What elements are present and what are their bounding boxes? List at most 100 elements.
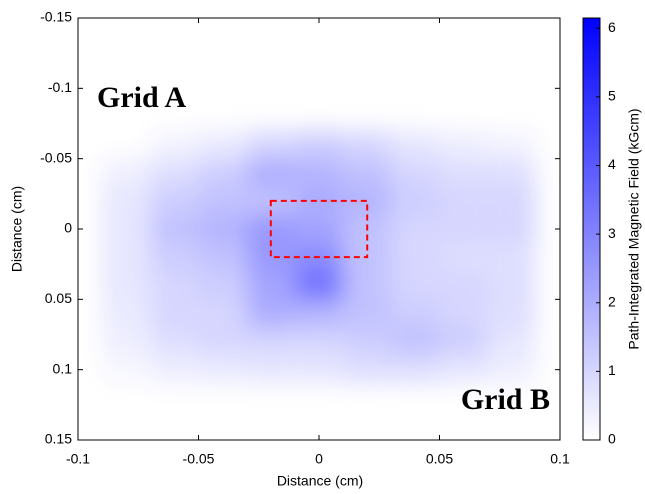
heat-cell (343, 130, 392, 159)
heat-cell (102, 355, 151, 384)
heat-cell (487, 158, 536, 187)
y-tick-label: -0.05 (40, 149, 72, 165)
heat-cell (102, 214, 151, 244)
heat-cell (198, 271, 247, 300)
y-tick-label: -0.15 (40, 9, 72, 25)
heat-cell (487, 271, 536, 300)
x-tick-label: 0 (315, 451, 323, 467)
annotation: Grid B (461, 383, 550, 416)
heat-cell (102, 299, 151, 328)
colorbar-label: Path-Integrated Magnetic Field (kGcm) (626, 108, 642, 349)
heat-cell (439, 327, 488, 356)
heat-cell (198, 299, 247, 328)
heat-cell (439, 186, 488, 215)
heat-cell (391, 243, 440, 272)
heat-cell (439, 158, 488, 187)
x-tick-label: 0.05 (426, 451, 453, 467)
heat-cell (294, 158, 344, 187)
colorbar (582, 17, 601, 441)
heat-cell (294, 355, 344, 384)
heat-cell (487, 130, 536, 159)
heat-cell (102, 243, 151, 272)
heat-cell (294, 214, 344, 244)
heat-cell (246, 327, 295, 356)
heat-cell (198, 327, 247, 356)
x-tick-label: -0.05 (183, 451, 215, 467)
heat-cell (391, 130, 440, 159)
heat-cell (150, 271, 199, 300)
heat-cell (198, 130, 247, 159)
heat-cell (150, 158, 199, 187)
heat-cell (150, 130, 199, 159)
heat-cell (102, 158, 151, 187)
heat-cell (198, 186, 247, 215)
heat-cell (102, 327, 151, 356)
heat-cell (487, 299, 536, 328)
heat-cell (198, 243, 247, 272)
heat-cell (487, 243, 536, 272)
colorbar-tick-label: 6 (608, 19, 616, 35)
y-axis-label: Distance (cm) (9, 186, 25, 272)
heat-cell (198, 214, 247, 244)
heat-cell (439, 299, 488, 328)
colorbar-tick-label: 5 (608, 88, 616, 104)
heat-cell (391, 299, 440, 328)
heat-cell (246, 158, 295, 187)
heat-cell (343, 299, 392, 328)
heat-cell (150, 299, 199, 328)
heatmap (102, 130, 536, 384)
heat-cell (294, 299, 344, 328)
heat-cell (439, 130, 488, 159)
heat-cell (150, 243, 199, 272)
heat-cell (246, 299, 295, 328)
heat-cell (439, 355, 488, 384)
heat-cell (150, 327, 199, 356)
heat-cell (487, 214, 536, 244)
heat-cell (391, 271, 440, 300)
colorbar-tick-label: 3 (608, 225, 616, 241)
y-tick-label: 0.1 (53, 360, 73, 376)
y-tick-label: 0.05 (45, 290, 72, 306)
heat-cell (391, 214, 440, 244)
heat-cell (343, 271, 392, 300)
heat-cell (391, 355, 440, 384)
heat-cell (487, 327, 536, 356)
y-tick-label: -0.1 (48, 79, 72, 95)
heat-cell (246, 355, 295, 384)
heat-cell (343, 327, 392, 356)
annotation: Grid A (97, 81, 187, 114)
heat-cell (294, 327, 344, 356)
heat-cell (343, 355, 392, 384)
y-tick-label: 0.15 (45, 431, 72, 447)
heat-cell (150, 186, 199, 215)
highlight-box (269, 199, 369, 259)
heatmap-cells (102, 130, 536, 384)
heat-cell (198, 158, 247, 187)
colorbar-tick-label: 0 (608, 431, 616, 447)
heat-cell (343, 158, 392, 187)
heat-cell (102, 271, 151, 300)
colorbar-tick-label: 4 (608, 156, 616, 172)
heat-cell (150, 214, 199, 244)
heat-cell (246, 271, 295, 300)
heat-cell (391, 186, 440, 215)
heat-cell (246, 130, 295, 159)
x-tick-label: -0.1 (66, 451, 90, 467)
heat-cell (439, 243, 488, 272)
heat-cell (102, 186, 151, 215)
colorbar-tick-label: 2 (608, 293, 616, 309)
heat-cell (487, 355, 536, 384)
y-tick-label: 0 (64, 220, 72, 236)
heat-cell (439, 271, 488, 300)
heat-cell (487, 186, 536, 215)
heat-cell (343, 186, 392, 215)
heat-cell (439, 214, 488, 244)
colorbar-tick-label: 1 (608, 362, 616, 378)
heat-cell (198, 355, 247, 384)
heat-cell (150, 355, 199, 384)
x-tick-label: 0.1 (550, 451, 570, 467)
heat-cell (102, 130, 151, 159)
heat-cell (391, 327, 440, 356)
heat-cell (246, 214, 295, 244)
